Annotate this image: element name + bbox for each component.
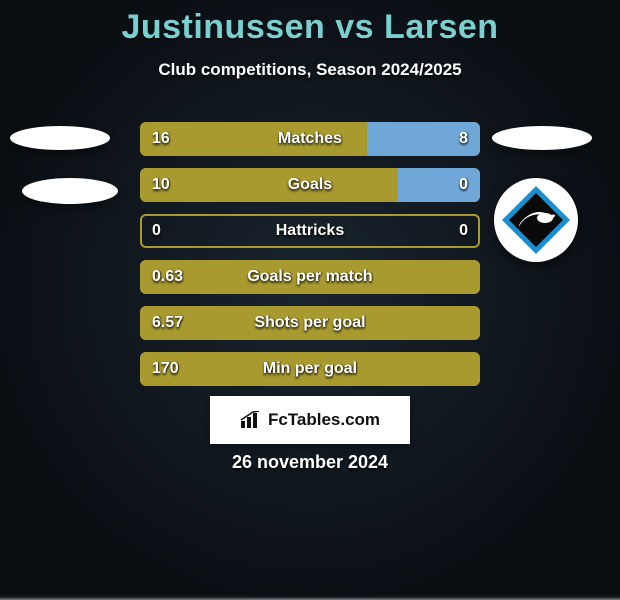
stat-rows: 16Matches810Goals00Hattricks00.63Goals p… (140, 122, 480, 398)
comparison-infographic: Justinussen vs Larsen Club competitions,… (0, 0, 620, 580)
bars-icon (240, 411, 262, 429)
stat-row: 0Hattricks0 (140, 214, 480, 248)
player-ellipse-placeholder (492, 126, 592, 150)
stat-label: Min per goal (140, 352, 480, 386)
stat-value-right: 8 (459, 122, 468, 156)
stat-row: 10Goals0 (140, 168, 480, 202)
stat-label: Shots per goal (140, 306, 480, 340)
player-a-name: Justinussen (121, 8, 325, 46)
team-crest (494, 178, 578, 262)
branding-text: FcTables.com (268, 410, 380, 430)
date-label: 26 november 2024 (0, 452, 620, 473)
stat-label: Hattricks (140, 214, 480, 248)
player-ellipse-placeholder (22, 178, 118, 204)
page-title: Justinussen vs Larsen (0, 8, 620, 47)
stat-row: 170Min per goal (140, 352, 480, 386)
stat-row: 16Matches8 (140, 122, 480, 156)
crest-icon (499, 183, 573, 257)
stat-label: Matches (140, 122, 480, 156)
stat-row: 0.63Goals per match (140, 260, 480, 294)
branding-badge: FcTables.com (210, 396, 410, 444)
stat-label: Goals per match (140, 260, 480, 294)
player-ellipse-placeholder (10, 126, 110, 150)
stat-value-right: 0 (459, 214, 468, 248)
stat-label: Goals (140, 168, 480, 202)
player-b-name: Larsen (384, 8, 499, 46)
title-vs: vs (325, 8, 384, 46)
stat-value-right: 0 (459, 168, 468, 202)
subtitle: Club competitions, Season 2024/2025 (0, 60, 620, 80)
stat-row: 6.57Shots per goal (140, 306, 480, 340)
